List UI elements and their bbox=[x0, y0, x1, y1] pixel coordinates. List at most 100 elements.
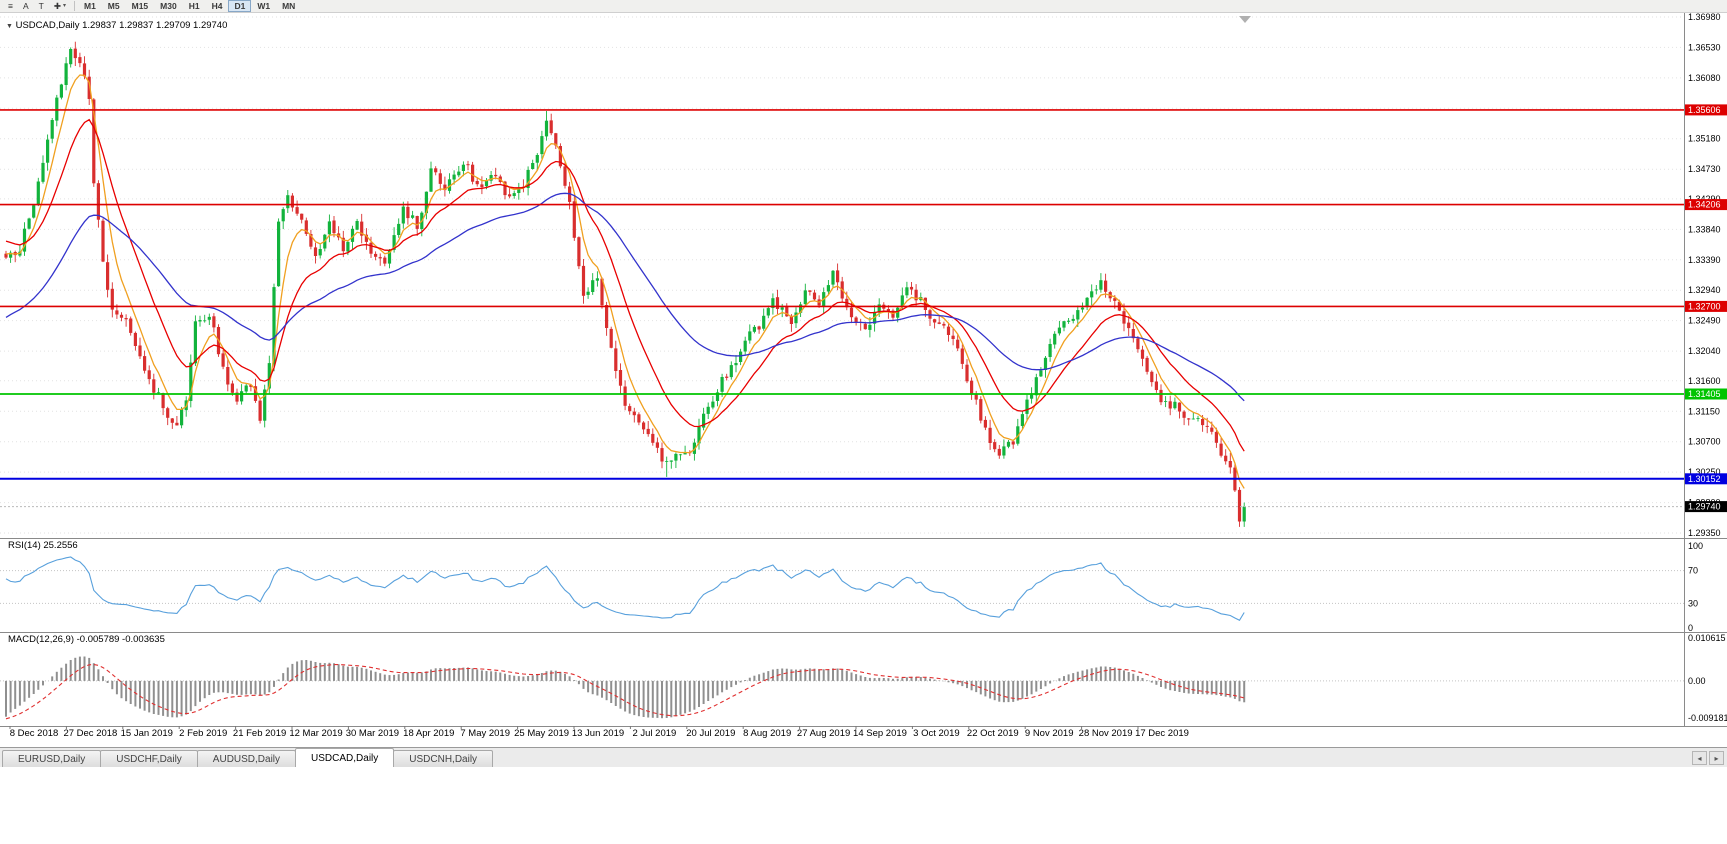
ma-slow-line bbox=[5, 192, 1245, 402]
rsi-tick-label: 70 bbox=[1688, 566, 1698, 576]
price-tick-label: 1.35180 bbox=[1688, 134, 1721, 144]
toolbar: ≡ A T ✚ ▾ M1 M5 M15 M30 H1 H4 D1 W1 MN bbox=[0, 0, 1727, 13]
date-label: 13 Jun 2019 bbox=[572, 728, 624, 739]
timeframe-m5-button[interactable]: M5 bbox=[107, 0, 120, 11]
timeframe-h1-button[interactable]: H1 bbox=[188, 0, 200, 11]
ma-medium-line bbox=[5, 118, 1245, 452]
panel-separators bbox=[0, 538, 1727, 727]
price-axis[interactable]: 1.369801.365301.360801.356301.351801.347… bbox=[1684, 13, 1727, 726]
rsi-tick-label: 0 bbox=[1688, 623, 1693, 633]
price-tick-label: 1.30700 bbox=[1688, 437, 1721, 447]
date-label: 30 Mar 2019 bbox=[346, 728, 399, 739]
tabbar-scroll-right-button[interactable]: ▸ bbox=[1709, 751, 1724, 765]
cursor-tool-button[interactable]: ✚ ▾ bbox=[49, 0, 71, 12]
date-label: 3 Oct 2019 bbox=[913, 728, 959, 739]
timeframe-mn-button[interactable]: MN bbox=[282, 0, 296, 11]
date-axis[interactable]: 8 Dec 2018 27 Dec 2018 15 Jan 2019 2 Feb 20… bbox=[9, 726, 1189, 739]
date-label: 20 Jul 2019 bbox=[686, 728, 735, 739]
hline-price-badge bbox=[1685, 300, 1727, 312]
menu-icon: ≡ bbox=[8, 0, 13, 11]
macd-tick-label: 0.010615 bbox=[1688, 633, 1726, 643]
date-label: 12 Mar 2019 bbox=[289, 728, 342, 739]
price-tick-label: 1.34290 bbox=[1688, 194, 1721, 204]
rsi-layer bbox=[0, 556, 1684, 622]
chart-tab-usdcad[interactable]: USDCAD,Daily bbox=[295, 748, 395, 767]
price-tick-label: 1.31600 bbox=[1688, 376, 1721, 386]
rsi-tick-label: 100 bbox=[1688, 541, 1703, 551]
price-tick-label: 1.33840 bbox=[1688, 224, 1721, 234]
date-label: 2 Feb 2019 bbox=[179, 728, 227, 739]
chart-tabbar: EURUSD,Daily USDCHF,Daily AUDUSD,Daily USDC… bbox=[0, 747, 1727, 767]
chevron-down-icon: ▾ bbox=[62, 2, 66, 9]
date-label: 2 Jul 2019 bbox=[632, 728, 676, 739]
current-price-badge bbox=[1685, 501, 1727, 513]
axis-badges: 1.35606 1.34206 1.32700 1.31405 1.30152 1.297… bbox=[1685, 104, 1727, 513]
candles-layer bbox=[4, 41, 1246, 527]
insert-text-button[interactable]: A bbox=[22, 0, 29, 11]
macd-signal-line bbox=[5, 663, 1245, 720]
price-tick-label: 1.34730 bbox=[1688, 164, 1721, 174]
macd-tick-label: 0.00 bbox=[1688, 676, 1706, 686]
crosshair-icon: ✚ bbox=[53, 0, 61, 11]
price-tick-label: 1.36080 bbox=[1688, 73, 1721, 83]
date-label: 14 Sep 2019 bbox=[853, 728, 907, 739]
svg-text:1.29740: 1.29740 bbox=[1688, 502, 1721, 512]
chart-tabs: EURUSD,Daily USDCHF,Daily AUDUSD,Daily USDC… bbox=[2, 746, 494, 767]
date-label: 15 Jan 2019 bbox=[121, 728, 173, 739]
price-tick-label: 1.32040 bbox=[1688, 346, 1721, 356]
date-label: 27 Aug 2019 bbox=[797, 728, 850, 739]
date-label: 18 Apr 2019 bbox=[403, 728, 454, 739]
svg-text:1.31405: 1.31405 bbox=[1688, 389, 1721, 399]
price-tick-label: 1.36530 bbox=[1688, 42, 1721, 52]
chart-tab-usdcnh[interactable]: USDCNH,Daily bbox=[393, 750, 494, 767]
ma-fast-line bbox=[5, 74, 1245, 489]
date-label: 27 Dec 2018 bbox=[63, 728, 117, 739]
svg-text:1.32700: 1.32700 bbox=[1688, 301, 1721, 311]
rsi-tick-label: 30 bbox=[1688, 598, 1698, 608]
hline-price-badge bbox=[1685, 199, 1727, 211]
date-label: 7 May 2019 bbox=[460, 728, 510, 739]
tabbar-arrows: ◂ ▸ bbox=[1692, 751, 1724, 765]
price-tick-label: 1.29350 bbox=[1688, 528, 1721, 538]
chart-tab-eurusd[interactable]: EURUSD,Daily bbox=[2, 750, 102, 767]
timeframe-w1-button[interactable]: W1 bbox=[257, 0, 271, 11]
chart-tab-audusd[interactable]: AUDUSD,Daily bbox=[196, 750, 297, 767]
hline-price-badge bbox=[1685, 473, 1727, 485]
hline-price-badge bbox=[1685, 388, 1727, 400]
insert-label-button[interactable]: T bbox=[38, 0, 44, 11]
date-label: 28 Nov 2019 bbox=[1079, 728, 1133, 739]
price-tick-label: 1.33390 bbox=[1688, 255, 1721, 265]
svg-text:1.35606: 1.35606 bbox=[1688, 105, 1721, 115]
timeframe-group: M1 M5 M15 M30 H1 H4 D1 W1 MN bbox=[78, 0, 301, 12]
rsi-line bbox=[5, 556, 1245, 622]
price-tick-label: 1.32940 bbox=[1688, 285, 1721, 295]
chart-canvas[interactable]: 1.369801.365301.360801.356301.351801.347… bbox=[0, 13, 1727, 744]
timeframe-h4-button[interactable]: H4 bbox=[211, 0, 223, 11]
date-label: 25 May 2019 bbox=[514, 728, 569, 739]
hline-price-badge bbox=[1685, 104, 1727, 116]
tabbar-scroll-left-button[interactable]: ◂ bbox=[1692, 751, 1707, 765]
date-label: 8 Dec 2018 bbox=[10, 728, 59, 739]
timeframe-d1-button[interactable]: D1 bbox=[228, 0, 252, 12]
price-tick-label: 1.32490 bbox=[1688, 316, 1721, 326]
chart-shift-marker-icon bbox=[1239, 16, 1251, 23]
grid-layer bbox=[0, 16, 1684, 534]
date-label: 21 Feb 2019 bbox=[233, 728, 286, 739]
date-label: 9 Nov 2019 bbox=[1025, 728, 1074, 739]
price-tick-label: 1.36980 bbox=[1688, 13, 1721, 22]
macd-tick-label: -0.009181 bbox=[1688, 713, 1727, 723]
chart-tab-usdchf[interactable]: USDCHF,Daily bbox=[100, 750, 198, 767]
svg-text:1.34206: 1.34206 bbox=[1688, 200, 1721, 210]
date-label: 17 Dec 2019 bbox=[1135, 728, 1189, 739]
date-label: 8 Aug 2019 bbox=[743, 728, 791, 739]
hlines-layer bbox=[0, 109, 1684, 508]
svg-text:1.30152: 1.30152 bbox=[1688, 474, 1721, 484]
timeframe-m30-button[interactable]: M30 bbox=[160, 0, 177, 11]
date-label: 22 Oct 2019 bbox=[967, 728, 1019, 739]
macd-layer bbox=[0, 656, 1684, 720]
charts-list-button[interactable]: ≡ bbox=[3, 0, 18, 12]
timeframe-m1-button[interactable]: M1 bbox=[83, 0, 96, 11]
price-tick-label: 1.31150 bbox=[1688, 406, 1720, 416]
toolbar-separator bbox=[73, 1, 75, 11]
timeframe-m15-button[interactable]: M15 bbox=[131, 0, 149, 11]
